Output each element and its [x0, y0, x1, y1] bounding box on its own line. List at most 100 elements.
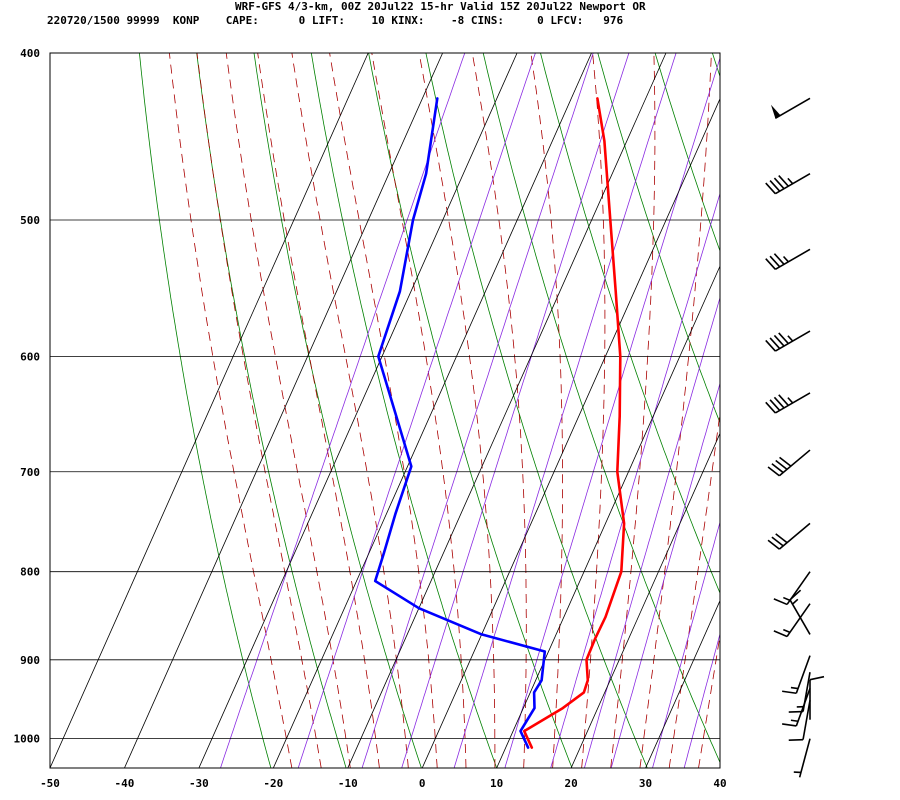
moist-adiabat-line — [471, 53, 527, 768]
axis-ticks: -50 -40 -30 -20 -10 0 10 20 30 40 1000 900 800 700 600… — [14, 47, 727, 790]
barb-full — [767, 466, 780, 477]
mixing-ratio-line — [683, 632, 720, 768]
moist-adiabat-line — [196, 53, 322, 768]
barb-full — [771, 536, 784, 547]
plot-frame — [49, 52, 721, 769]
barb-staff — [802, 700, 811, 740]
dry-adiabat-line — [824, 44, 900, 768]
barb-staff — [774, 248, 811, 271]
barb-flag — [770, 104, 781, 119]
mixing-ratio-line — [652, 520, 720, 768]
mixing-ratio-line — [550, 192, 720, 768]
barb-staff — [789, 599, 811, 635]
wind-barb — [788, 700, 811, 741]
mixing-ratio-line — [297, 53, 536, 768]
barb-full — [789, 589, 802, 601]
x-tick-label: 20 — [564, 777, 577, 790]
mixing-ratio-line — [584, 296, 720, 768]
dry-adiabat-line — [540, 53, 720, 595]
wind-barb — [767, 449, 811, 477]
barb-staff — [795, 688, 811, 727]
barb-full — [773, 334, 785, 347]
mixing-ratio-line — [504, 56, 720, 768]
dry-adiabat-line — [310, 53, 498, 768]
isotherm-line — [347, 52, 667, 769]
barb-staff — [798, 738, 811, 778]
dry-adiabat-line — [711, 53, 720, 78]
mixing-ratio-lines — [220, 53, 720, 768]
moist-adiabat-line — [257, 53, 380, 768]
x-tick-label: 30 — [639, 777, 652, 790]
barb-full — [773, 396, 785, 409]
dry-adiabat-line — [597, 53, 720, 424]
barb-full — [788, 738, 804, 741]
dry-adiabat-line — [881, 44, 900, 768]
barb-full — [767, 539, 780, 550]
moist-adiabat-line — [668, 410, 720, 768]
barb-full — [765, 258, 776, 270]
barb-full — [773, 177, 785, 190]
y-tick-label: 800 — [20, 566, 40, 579]
wind-barb — [793, 738, 811, 778]
x-tick-label: -30 — [189, 777, 209, 790]
barb-half — [787, 177, 794, 185]
moist-adiabat-line — [168, 53, 293, 768]
dry-adiabat-line — [654, 53, 720, 253]
barb-staff — [795, 655, 811, 694]
y-tick-label: 1000 — [14, 733, 41, 746]
barb-full — [778, 175, 789, 187]
dry-adiabat-line — [196, 53, 347, 768]
isotherm-line — [198, 52, 518, 769]
barb-full — [769, 337, 781, 350]
isotherm-line — [496, 265, 721, 769]
barb-full — [782, 723, 797, 727]
sounding-traces — [373, 97, 626, 749]
x-tick-label: 10 — [490, 777, 503, 790]
wind-barb — [773, 571, 811, 606]
barb-full — [765, 401, 776, 414]
moist-adiabat-line — [418, 53, 496, 768]
dry-adiabat-line — [253, 53, 422, 768]
sounding-indices: 220720/1500 99999 KONP CAPE: 0 LIFT: 10 … — [47, 14, 624, 27]
barb-half — [787, 335, 794, 342]
wind-barbs — [765, 97, 825, 778]
moist-adiabat-line — [758, 44, 896, 768]
moist-adiabat-line — [371, 53, 467, 768]
barb-full — [773, 630, 788, 638]
mixing-ratio-line — [361, 53, 594, 768]
barb-full — [765, 339, 776, 352]
wind-barb — [765, 248, 811, 271]
wind-barb — [765, 330, 811, 352]
barb-half — [783, 596, 791, 602]
barb-half — [783, 628, 791, 634]
mixing-ratio-line — [453, 53, 677, 768]
x-tick-label: -40 — [115, 777, 135, 790]
barb-staff — [786, 603, 811, 637]
y-tick-label: 900 — [20, 654, 40, 667]
temperature-trace — [522, 97, 626, 749]
isotherm-line — [421, 98, 721, 769]
wind-barb — [770, 97, 811, 120]
y-tick-label: 700 — [20, 466, 40, 479]
barb-full — [769, 399, 781, 411]
mixing-ratio-line — [401, 53, 630, 768]
chart-title: WRF-GFS 4/3-km, 00Z 20Jul22 15-hr Valid … — [235, 0, 646, 13]
barb-full — [773, 253, 785, 265]
wind-barb — [773, 603, 811, 638]
moist-adiabat-line — [329, 53, 438, 768]
barb-full — [779, 456, 792, 467]
barb-staff — [778, 449, 811, 477]
y-tick-label: 600 — [20, 350, 40, 363]
barb-full — [775, 533, 788, 544]
dry-adiabat-line — [368, 53, 573, 768]
barb-full — [773, 598, 788, 606]
barb-full — [775, 459, 788, 470]
x-tick-label: -50 — [40, 777, 60, 790]
x-tick-label: -20 — [263, 777, 283, 790]
moist-adiabat-line — [698, 633, 720, 768]
x-tick-label: 40 — [713, 777, 726, 790]
isotherm-line — [570, 433, 721, 769]
wind-barb — [765, 392, 811, 414]
x-tick-label: 0 — [419, 777, 426, 790]
